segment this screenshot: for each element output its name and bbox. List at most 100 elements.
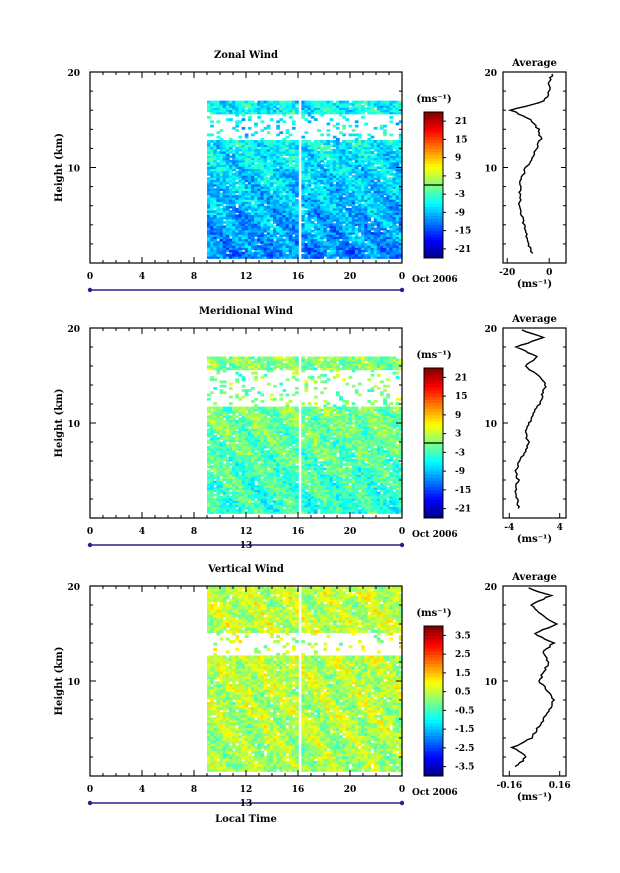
colorbar-tick-label: 9 <box>455 154 461 164</box>
x-tick-label: 0 <box>87 785 93 795</box>
y-axis-label: Height (km) <box>54 389 65 458</box>
colorbar-tick-label: 0.5 <box>455 688 471 698</box>
y-tick-label: 20 <box>67 69 80 79</box>
x-tick-label: 16 <box>292 272 305 282</box>
colorbar-tick-label: 3 <box>455 430 461 440</box>
colorbar-tick-label: -1.5 <box>455 725 474 735</box>
colorbar-tick-label: -9 <box>455 208 465 218</box>
colorbar-unit: (ms⁻¹) <box>416 350 451 361</box>
colorbar-tick-label: -9 <box>455 467 465 477</box>
panel-title: Zonal Wind <box>214 50 278 61</box>
x-tick-label: 12 <box>240 527 253 537</box>
colorbar-tick-label: -3 <box>455 190 465 200</box>
panel-title: Vertical Wind <box>207 564 284 575</box>
colorbar-tick-label: -0.5 <box>455 706 474 716</box>
y-axis-label: Height (km) <box>54 133 65 202</box>
colorbar-tick-label: 3.5 <box>455 631 471 641</box>
profile-title: Average <box>511 572 557 583</box>
date-right-label: Oct 2006 <box>412 530 458 540</box>
average-profile: Average 20 10 -0.16 0.16(ms⁻¹) <box>484 572 570 803</box>
panel-title: Meridional Wind <box>199 306 293 317</box>
colorbar-tick-label: 15 <box>455 392 468 402</box>
profile-x-label: (ms⁻¹) <box>517 534 552 545</box>
profile-y-tick: 10 <box>484 165 497 175</box>
colorbar-tick-label: -3.5 <box>455 763 474 773</box>
profile-title: Average <box>511 314 557 325</box>
average-profile: Average 20 10 -20 0(ms⁻¹) <box>484 58 567 290</box>
x-tick-label: 8 <box>191 527 197 537</box>
x-tick-label: 4 <box>139 527 145 537</box>
colorbar: 21 15 9 3 -3 -9 -15 -21 (ms⁻¹) <box>416 350 471 519</box>
profile-x-tick: 0 <box>546 268 552 278</box>
profile-y-tick: 10 <box>484 420 497 430</box>
average-profile: Average 20 10 -4 4 (ms⁻¹) <box>484 314 567 545</box>
colorbar-tick-label: 21 <box>455 117 468 127</box>
y-tick-label: 10 <box>67 678 80 688</box>
colorbar-tick-label: 15 <box>455 135 468 145</box>
colorbar: 21 15 9 3 -3 -9 -15 -21 (ms⁻¹) <box>416 94 471 259</box>
x-tick-label: 20 <box>344 527 357 537</box>
x-tick-label: 12 <box>240 785 253 795</box>
x-tick-label: 4 <box>139 785 145 795</box>
date-right-label: Oct 2006 <box>412 788 458 798</box>
x-tick-label: 16 <box>292 527 305 537</box>
x-tick-label: 8 <box>191 272 197 282</box>
profile-line <box>514 329 547 509</box>
x-axis-label: Local Time <box>215 814 277 825</box>
colorbar-unit: (ms⁻¹) <box>416 94 451 105</box>
profile-frame <box>502 71 567 264</box>
y-tick-label: 20 <box>67 583 80 593</box>
colorbar-tick-label: -21 <box>455 245 471 255</box>
x-tick-label: 0 <box>87 272 93 282</box>
y-tick-label: 20 <box>67 325 80 335</box>
colorbar-tick-label: -3 <box>455 448 465 458</box>
profile-x-label: (ms⁻¹) <box>517 279 552 290</box>
colorbar-tick-label: -15 <box>455 486 471 496</box>
profile-y-tick: 20 <box>484 583 497 593</box>
colorbar-tick-label: 3 <box>455 172 461 182</box>
profile-x-tick: 4 <box>557 523 563 533</box>
date-mid-label: 13 <box>240 799 253 809</box>
profile-y-tick: 10 <box>484 678 497 688</box>
y-tick-label: 10 <box>67 165 80 175</box>
colorbar-tick-label: 21 <box>455 373 468 383</box>
profile-y-tick: 20 <box>484 325 497 335</box>
x-tick-label: 4 <box>139 272 145 282</box>
x-tick-label: 12 <box>240 272 253 282</box>
date-right-label: Oct 2006 <box>412 275 458 285</box>
colorbar-tick-label: -21 <box>455 505 471 515</box>
x-tick-label: 20 <box>344 272 357 282</box>
profile-x-tick: -20 <box>499 268 515 278</box>
heatmap-field <box>207 100 403 259</box>
x-tick-label: 8 <box>191 785 197 795</box>
colorbar-tick-label: 9 <box>455 411 461 421</box>
colorbar-unit: (ms⁻¹) <box>416 608 451 619</box>
colorbar-tick-label: -15 <box>455 227 471 237</box>
heatmap-field <box>207 356 403 514</box>
date-mid-label: 13 <box>240 541 253 551</box>
profile-x-tick: -0.16 <box>496 781 522 791</box>
x-tick-label: 0 <box>399 272 405 282</box>
profile-x-tick: -4 <box>504 523 514 533</box>
x-tick-label: 20 <box>344 785 357 795</box>
profile-line <box>509 587 559 768</box>
y-axis-label: Height (km) <box>54 647 65 716</box>
colorbar-tick-label: 2.5 <box>455 650 471 660</box>
profile-line <box>507 73 554 254</box>
x-tick-label: 0 <box>399 527 405 537</box>
x-tick-label: 0 <box>87 527 93 537</box>
y-tick-label: 10 <box>67 420 80 430</box>
profile-y-tick: 20 <box>484 69 497 79</box>
profile-frame <box>502 327 567 519</box>
x-tick-label: 16 <box>292 785 305 795</box>
profile-x-label: (ms⁻¹) <box>517 792 552 803</box>
colorbar-tick-label: 1.5 <box>455 669 471 679</box>
profile-x-tick: 0.16 <box>549 781 571 791</box>
heatmap-field <box>207 586 403 772</box>
profile-title: Average <box>511 58 557 69</box>
colorbar-tick-label: -2.5 <box>455 744 474 754</box>
